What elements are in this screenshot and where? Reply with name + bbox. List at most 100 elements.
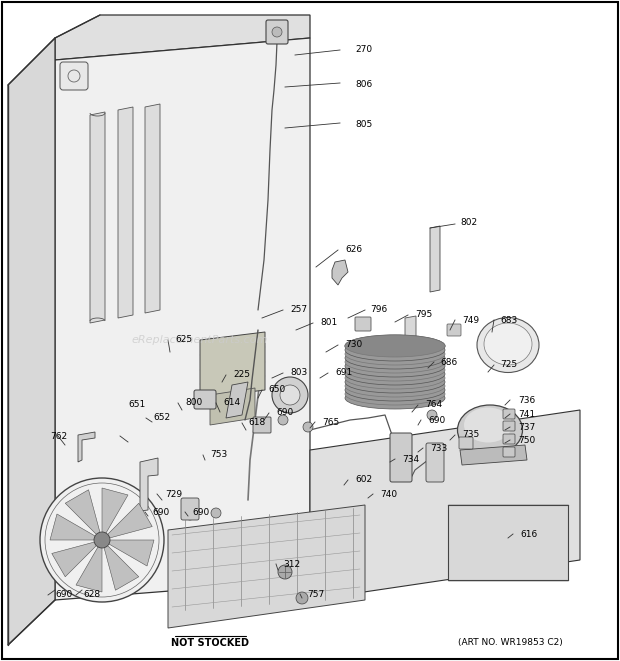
FancyBboxPatch shape [503, 409, 515, 419]
Text: 312: 312 [283, 560, 300, 569]
FancyBboxPatch shape [194, 390, 216, 409]
Text: 650: 650 [268, 385, 285, 394]
Polygon shape [50, 514, 95, 540]
Text: 686: 686 [440, 358, 458, 367]
FancyBboxPatch shape [181, 498, 199, 520]
Text: eReplacementParts.com: eReplacementParts.com [132, 335, 268, 345]
Text: 690: 690 [55, 590, 73, 599]
Polygon shape [210, 388, 255, 425]
Polygon shape [78, 432, 95, 462]
Text: 225: 225 [233, 370, 250, 379]
Text: 764: 764 [425, 400, 442, 409]
Circle shape [211, 508, 221, 518]
Text: 270: 270 [355, 45, 372, 54]
FancyBboxPatch shape [253, 417, 271, 433]
FancyBboxPatch shape [390, 433, 412, 482]
Polygon shape [118, 107, 133, 318]
Text: 602: 602 [355, 475, 372, 484]
Polygon shape [460, 445, 527, 465]
Ellipse shape [345, 355, 445, 377]
Polygon shape [55, 15, 310, 60]
Ellipse shape [477, 317, 539, 373]
Ellipse shape [345, 375, 445, 397]
Text: 762: 762 [50, 432, 67, 441]
Ellipse shape [345, 383, 445, 405]
Ellipse shape [345, 359, 445, 381]
Ellipse shape [345, 371, 445, 393]
Text: 795: 795 [415, 310, 432, 319]
Text: 757: 757 [307, 590, 324, 599]
Polygon shape [310, 410, 580, 600]
Text: 730: 730 [345, 340, 362, 349]
Text: 618: 618 [248, 418, 265, 427]
Text: 625: 625 [175, 335, 192, 344]
Text: 652: 652 [153, 413, 170, 422]
Text: 800: 800 [185, 398, 202, 407]
FancyBboxPatch shape [503, 447, 515, 457]
Text: 803: 803 [290, 368, 308, 377]
Text: 736: 736 [518, 396, 535, 405]
Polygon shape [90, 112, 105, 323]
Polygon shape [52, 542, 96, 577]
Polygon shape [168, 505, 365, 628]
FancyBboxPatch shape [60, 62, 88, 90]
Circle shape [280, 385, 300, 405]
Text: (ART NO. WR19853 C2): (ART NO. WR19853 C2) [458, 638, 562, 647]
FancyBboxPatch shape [459, 437, 473, 449]
Text: 806: 806 [355, 80, 372, 89]
Text: 733: 733 [430, 444, 447, 453]
Circle shape [296, 592, 308, 604]
Ellipse shape [345, 343, 445, 365]
Ellipse shape [345, 335, 445, 357]
Ellipse shape [464, 407, 512, 442]
FancyBboxPatch shape [426, 443, 444, 482]
Polygon shape [405, 316, 416, 350]
Circle shape [272, 27, 282, 37]
Ellipse shape [345, 363, 445, 385]
Polygon shape [8, 38, 55, 645]
Text: 735: 735 [462, 430, 479, 439]
FancyBboxPatch shape [266, 20, 288, 44]
Circle shape [40, 478, 164, 602]
Text: 801: 801 [320, 318, 337, 327]
Circle shape [278, 415, 288, 425]
Text: 690: 690 [192, 508, 210, 517]
Text: NOT STOCKED: NOT STOCKED [171, 638, 249, 648]
Text: 805: 805 [355, 120, 372, 129]
Polygon shape [76, 547, 102, 592]
Text: 651: 651 [128, 400, 145, 409]
Text: 616: 616 [520, 530, 538, 539]
Text: 740: 740 [380, 490, 397, 499]
Ellipse shape [345, 387, 445, 409]
Text: 683: 683 [500, 316, 517, 325]
Polygon shape [332, 260, 348, 285]
Ellipse shape [484, 323, 532, 365]
Text: 802: 802 [460, 218, 477, 227]
Text: 729: 729 [165, 490, 182, 499]
Polygon shape [140, 458, 158, 511]
Polygon shape [108, 503, 153, 538]
Polygon shape [145, 104, 160, 313]
Ellipse shape [345, 379, 445, 401]
Text: 737: 737 [518, 423, 535, 432]
Ellipse shape [345, 367, 445, 389]
Text: 691: 691 [335, 368, 352, 377]
Ellipse shape [345, 351, 445, 373]
Polygon shape [65, 490, 100, 534]
Text: 741: 741 [518, 410, 535, 419]
Circle shape [278, 565, 292, 579]
Circle shape [185, 510, 195, 520]
Ellipse shape [345, 339, 445, 361]
Ellipse shape [345, 335, 445, 357]
Text: 690: 690 [276, 408, 293, 417]
Text: 690: 690 [428, 416, 445, 425]
Circle shape [94, 532, 110, 548]
Text: 725: 725 [500, 360, 517, 369]
Text: 753: 753 [210, 450, 228, 459]
Text: 690: 690 [152, 508, 169, 517]
Ellipse shape [458, 405, 523, 455]
Text: 628: 628 [83, 590, 100, 599]
Text: 614: 614 [223, 398, 240, 407]
Text: 749: 749 [462, 316, 479, 325]
Text: 626: 626 [345, 245, 362, 254]
